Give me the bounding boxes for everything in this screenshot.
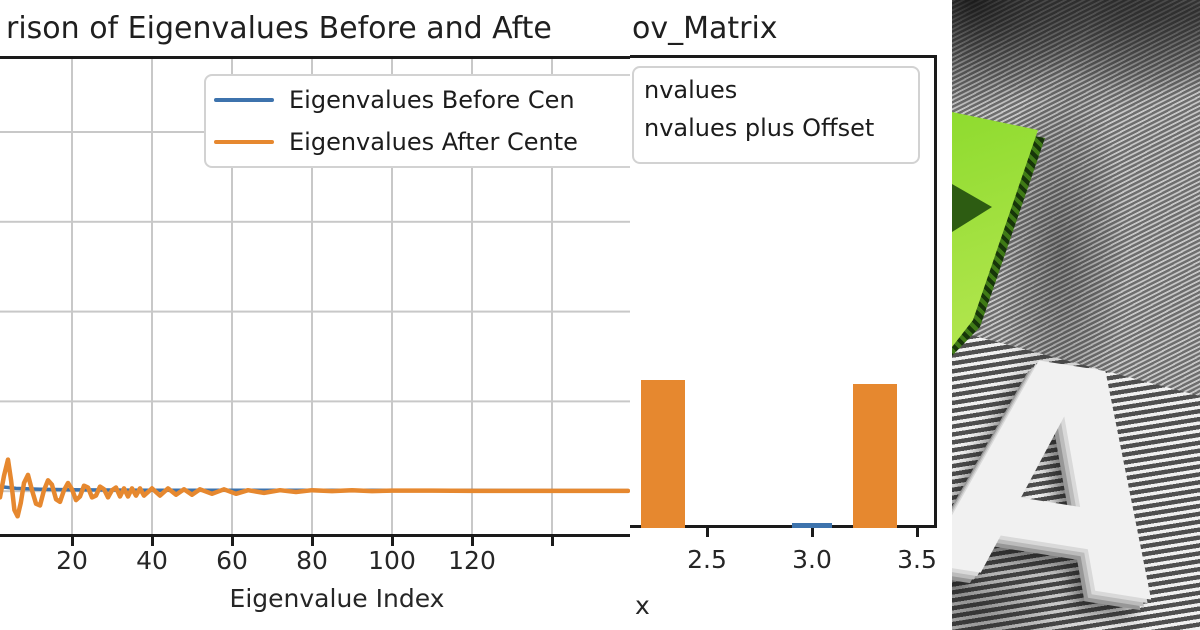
photo-panel: A — [952, 0, 1200, 630]
bar-chart-legend: nvalues nvalues plus Offset — [632, 66, 920, 164]
x-tick-mark — [915, 528, 919, 537]
x-tick-label: 120 — [448, 546, 496, 575]
bar-orange — [640, 380, 685, 528]
legend-label: Eigenvalues Before Cen — [289, 86, 575, 114]
legend-label: nvalues — [644, 76, 738, 104]
x-tick-mark — [70, 537, 74, 546]
x-tick-mark — [390, 537, 394, 546]
line-chart-figure: rison of Eigenvalues Before and Afte Eig… — [0, 11, 630, 613]
legend-label: nvalues plus Offset — [644, 114, 875, 142]
bar-orange — [853, 384, 897, 528]
x-tick-label: 3.0 — [792, 545, 832, 574]
x-tick-mark — [550, 537, 554, 546]
x-tick-mark — [810, 528, 814, 537]
bar-chart-bars — [630, 0, 952, 630]
line-chart-x-axis-label: Eigenvalue Index — [229, 584, 445, 613]
legend-key-orange-line — [214, 140, 274, 144]
line-chart-title: rison of Eigenvalues Before and Afte — [6, 11, 552, 46]
x-tick-label: 40 — [136, 546, 168, 575]
bar-blue — [792, 523, 832, 528]
x-tick-label: 80 — [296, 546, 328, 575]
x-tick-mark — [230, 537, 234, 546]
x-tick-mark — [150, 537, 154, 546]
bar-chart-x-axis-label: x — [635, 591, 650, 620]
x-tick-mark — [310, 537, 314, 546]
x-tick-label: 60 — [216, 546, 248, 575]
x-tick-mark — [705, 528, 709, 537]
x-tick-label: 20 — [56, 546, 88, 575]
x-tick-label: 100 — [368, 546, 416, 575]
bar-chart-title: ov_Matrix — [632, 11, 778, 46]
legend-row: nvalues plus Offset — [642, 112, 910, 144]
legend-key-blue-line — [214, 98, 274, 102]
bar-chart-plot-area — [630, 55, 937, 528]
x-tick-label: 2.5 — [687, 545, 727, 574]
legend-label: Eigenvalues After Cente — [289, 128, 578, 156]
x-tick-mark — [470, 537, 474, 546]
x-tick-label: 3.5 — [897, 545, 937, 574]
legend-row: Eigenvalues Before Cen — [214, 82, 630, 118]
legend-row: Eigenvalues After Cente — [214, 124, 630, 160]
legend-row: nvalues — [642, 74, 910, 106]
photo-shadow-overlay — [952, 0, 1200, 630]
bar-chart-figure: ov_Matrix nvalues nvalues plus Offset 2.… — [630, 0, 952, 630]
line-chart-legend: Eigenvalues Before Cen Eigenvalues After… — [204, 74, 630, 168]
